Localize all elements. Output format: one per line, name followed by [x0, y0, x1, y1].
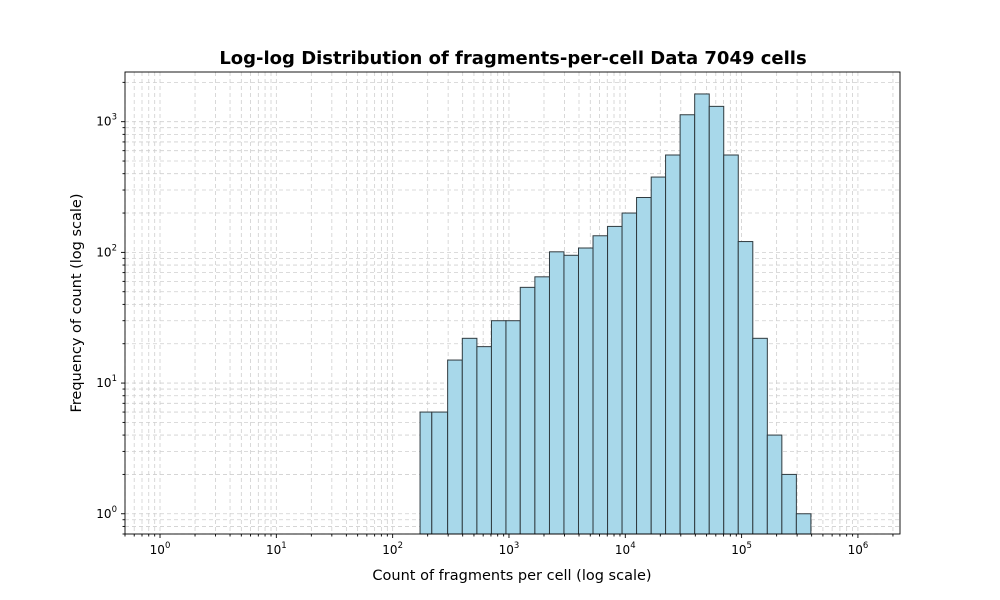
histogram-bar	[708, 105, 725, 535]
plot-frame	[124, 71, 901, 535]
histogram-bar	[607, 225, 623, 535]
histogram-bar	[679, 114, 696, 535]
histogram-bar	[519, 286, 536, 535]
y-axis-label: Frequency of count (log scale)	[69, 193, 85, 412]
y-tick-label: 102	[96, 243, 117, 259]
x-tick-label: 100	[150, 541, 171, 557]
histogram-bar	[534, 276, 550, 535]
y-axis-ticks: 100 101 102 103	[96, 81, 125, 535]
x-tick-label: 105	[731, 541, 752, 557]
histogram-bar	[461, 337, 478, 535]
histogram-bar	[694, 93, 710, 535]
histogram-bar	[766, 434, 783, 535]
histogram-bar	[636, 196, 652, 535]
y-tick-label: 100	[96, 505, 117, 521]
histogram-bar	[781, 473, 797, 535]
histogram-bars	[419, 93, 812, 535]
histogram-bar	[621, 212, 638, 535]
histogram-bar	[490, 320, 507, 535]
histogram-bar	[447, 359, 463, 535]
x-tick-label: 101	[266, 541, 287, 557]
y-tick-label: 103	[96, 113, 117, 129]
histogram-bar	[431, 411, 449, 535]
histogram-bar	[505, 320, 521, 535]
histogram-bar	[563, 254, 579, 535]
histogram-bar	[723, 154, 739, 535]
chart-title: Log-log Distribution of fragments-per-ce…	[219, 48, 806, 69]
histogram-bar	[577, 247, 594, 535]
histogram-bar	[795, 513, 812, 535]
histogram-bar	[665, 154, 681, 535]
histogram-bar	[650, 176, 667, 535]
x-axis-label: Count of fragments per cell (log scale)	[372, 568, 651, 584]
x-tick-label: 104	[615, 541, 636, 557]
histogram-bar	[752, 337, 768, 535]
histogram-bar	[419, 411, 433, 535]
y-tick-label: 101	[96, 374, 117, 390]
histogram-bar	[737, 241, 754, 535]
x-axis-ticks: 100 101 102 103 104 105 106	[124, 534, 894, 557]
histogram-bar	[476, 346, 492, 535]
histogram-bar	[592, 235, 609, 535]
histogram-bar	[548, 251, 565, 535]
x-tick-label: 106	[848, 541, 869, 557]
x-tick-label: 103	[499, 541, 520, 557]
x-tick-label: 102	[382, 541, 403, 557]
